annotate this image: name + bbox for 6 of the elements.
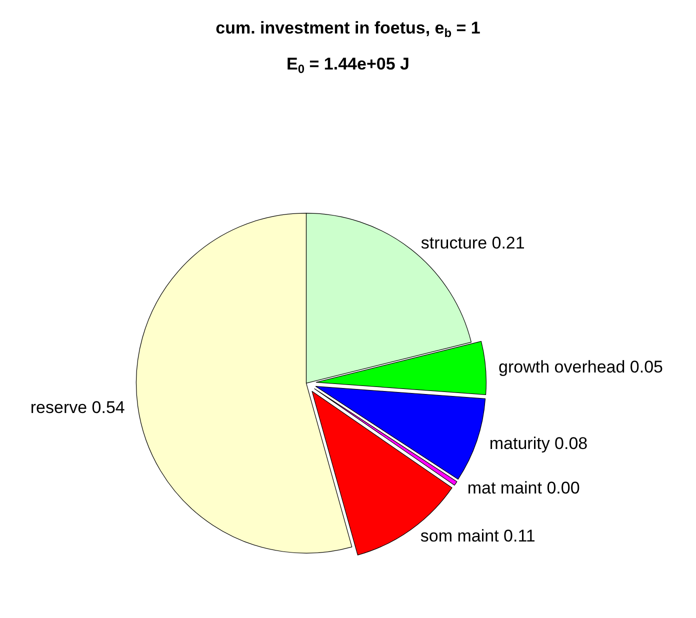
slice-label: maturity 0.08: [489, 434, 588, 453]
slice-label: som maint 0.11: [420, 526, 536, 546]
slice-label: reserve 0.54: [30, 398, 125, 417]
slice-label: structure 0.21: [420, 233, 525, 252]
slice-label: growth overhead 0.05: [498, 358, 664, 377]
slice-label: mat maint 0.00: [467, 478, 580, 498]
